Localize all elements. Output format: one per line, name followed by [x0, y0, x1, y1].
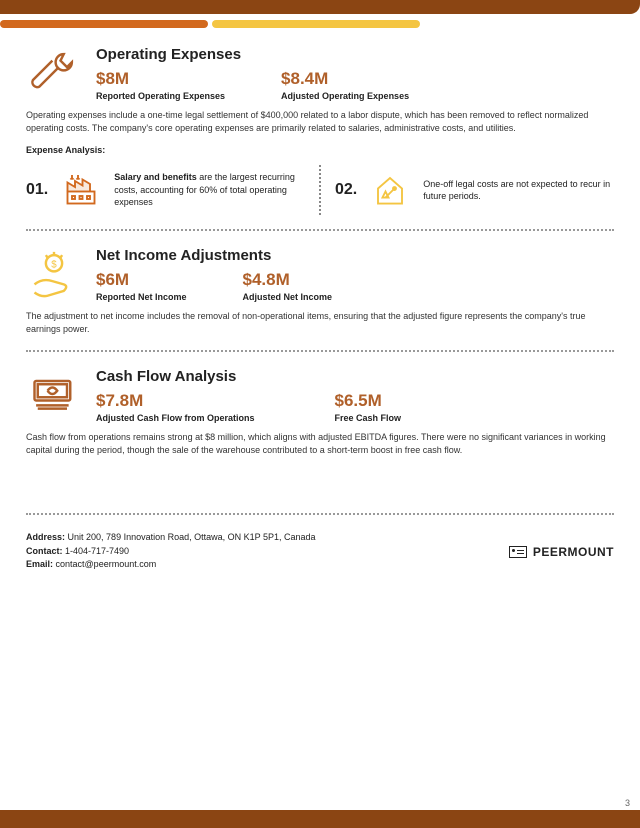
section-title: Operating Expenses	[96, 46, 614, 63]
spacer	[26, 471, 614, 501]
section-title-block: Net Income Adjustments $6M Reported Net …	[96, 247, 614, 302]
metric-label: Free Cash Flow	[335, 413, 402, 423]
section-head: Cash Flow Analysis $7.8M Adjusted Cash F…	[26, 368, 614, 423]
metric-label: Adjusted Operating Expenses	[281, 91, 409, 101]
metric: $6.5M Free Cash Flow	[335, 391, 402, 423]
metric-value: $6.5M	[335, 391, 402, 411]
section-body: The adjustment to net income includes th…	[26, 310, 614, 336]
metric-value: $4.8M	[243, 270, 333, 290]
metrics: $7.8M Adjusted Cash Flow from Operations…	[96, 391, 614, 423]
page-number: 3	[625, 798, 630, 808]
email: contact@peermount.com	[56, 559, 157, 569]
metrics: $8M Reported Operating Expenses $8.4M Ad…	[96, 69, 614, 101]
cash-icon	[26, 368, 82, 420]
accent-bars	[0, 20, 640, 28]
factory-icon	[62, 171, 100, 209]
dotted-divider	[26, 513, 614, 515]
page: Operating Expenses $8M Reported Operatin…	[0, 0, 640, 828]
brand-logo-icon	[509, 546, 527, 558]
address: Unit 200, 789 Innovation Road, Ottawa, O…	[68, 532, 316, 542]
section-cash-flow: Cash Flow Analysis $7.8M Adjusted Cash F…	[26, 368, 614, 457]
metric-value: $6M	[96, 270, 187, 290]
metric: $4.8M Adjusted Net Income	[243, 270, 333, 302]
bottom-brown-bar	[0, 810, 640, 828]
section-head: $ Net Income Adjustments $6M Reported Ne…	[26, 247, 614, 302]
vertical-divider	[319, 165, 321, 215]
metric-label: Adjusted Cash Flow from Operations	[96, 413, 255, 423]
dotted-divider	[26, 229, 614, 231]
accent-bar-orange	[0, 20, 208, 28]
section-body: Operating expenses include a one-time le…	[26, 109, 614, 135]
email-label: Email:	[26, 559, 53, 569]
contact-label: Contact:	[26, 546, 63, 556]
money-hand-icon: $	[26, 247, 82, 299]
expense-analysis-label: Expense Analysis:	[26, 145, 614, 155]
section-operating-expenses: Operating Expenses $8M Reported Operatin…	[26, 46, 614, 215]
dotted-divider	[26, 350, 614, 352]
item-text: Salary and benefits are the largest recu…	[114, 171, 305, 209]
legal-house-icon	[371, 171, 409, 209]
analysis-row: 01. Salary and benefits are the largest …	[26, 165, 614, 215]
metric: $6M Reported Net Income	[96, 270, 187, 302]
metric-value: $8M	[96, 69, 225, 89]
section-title-block: Operating Expenses $8M Reported Operatin…	[96, 46, 614, 101]
address-label: Address:	[26, 532, 65, 542]
footer-lines: Address: Unit 200, 789 Innovation Road, …	[26, 531, 316, 572]
content: Operating Expenses $8M Reported Operatin…	[0, 46, 640, 572]
item-number: 01.	[26, 181, 48, 199]
metric: $8M Reported Operating Expenses	[96, 69, 225, 101]
svg-text:$: $	[51, 259, 57, 270]
section-head: Operating Expenses $8M Reported Operatin…	[26, 46, 614, 101]
accent-bar-yellow	[212, 20, 420, 28]
section-net-income: $ Net Income Adjustments $6M Reported Ne…	[26, 247, 614, 336]
top-brown-bar	[0, 0, 640, 14]
contact: 1-404-717-7490	[65, 546, 129, 556]
section-title-block: Cash Flow Analysis $7.8M Adjusted Cash F…	[96, 368, 614, 423]
footer: Address: Unit 200, 789 Innovation Road, …	[26, 531, 614, 572]
metric-label: Reported Operating Expenses	[96, 91, 225, 101]
metric-label: Adjusted Net Income	[243, 292, 333, 302]
section-title: Net Income Adjustments	[96, 247, 614, 264]
metric: $7.8M Adjusted Cash Flow from Operations	[96, 391, 255, 423]
metric: $8.4M Adjusted Operating Expenses	[281, 69, 409, 101]
metric-label: Reported Net Income	[96, 292, 187, 302]
metric-value: $8.4M	[281, 69, 409, 89]
section-title: Cash Flow Analysis	[96, 368, 614, 385]
metric-value: $7.8M	[96, 391, 255, 411]
brand-name: PEERMOUNT	[533, 545, 614, 559]
section-body: Cash flow from operations remains strong…	[26, 431, 614, 457]
wrench-icon	[26, 46, 82, 98]
item-text: One-off legal costs are not expected to …	[423, 178, 614, 203]
brand: PEERMOUNT	[509, 545, 614, 559]
metrics: $6M Reported Net Income $4.8M Adjusted N…	[96, 270, 614, 302]
item-number: 02.	[335, 181, 357, 199]
